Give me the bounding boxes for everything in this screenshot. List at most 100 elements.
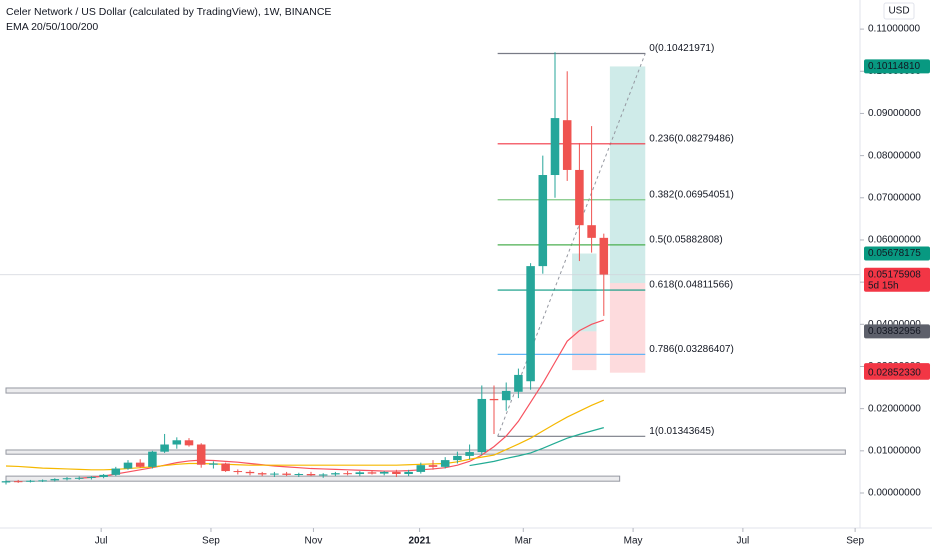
fib-label: 0.786(0.03286407)	[649, 344, 734, 355]
candle-body	[123, 462, 133, 469]
price-badge	[864, 324, 930, 339]
candle-body	[428, 465, 438, 467]
x-tick-label: Jul	[95, 536, 108, 547]
candle-body	[62, 478, 72, 480]
candle-body	[233, 471, 243, 473]
candle-body	[587, 225, 596, 238]
y-tick-label: 0.02000000	[868, 403, 921, 414]
candle-body	[501, 390, 511, 401]
zone	[5, 387, 846, 394]
candle-body	[367, 472, 377, 474]
candle-body	[550, 118, 560, 176]
position-profit	[609, 66, 646, 284]
candle-body	[465, 452, 474, 456]
candle-body	[1, 481, 11, 483]
candle-body	[245, 471, 255, 474]
price-badge-label: 0.05678175	[868, 248, 921, 259]
candle-body	[87, 476, 96, 478]
candle-body	[562, 120, 572, 170]
fib-label: 0.618(0.04811566)	[649, 280, 733, 291]
x-tick-label: Nov	[305, 536, 323, 547]
indicator-label: EMA 20/50/100/200	[6, 21, 98, 33]
y-tick-label: 0.06000000	[868, 235, 921, 246]
ema-line	[5, 399, 605, 471]
candle-body	[489, 398, 499, 401]
candle-body	[209, 463, 218, 465]
countdown-label: 5d 15h	[868, 280, 899, 291]
candle-body	[50, 479, 60, 481]
candle-body	[392, 471, 401, 475]
candle-body	[477, 398, 487, 453]
price-badge	[864, 59, 930, 74]
price-badge	[864, 246, 930, 261]
price-badge	[864, 267, 930, 292]
candle-body	[355, 472, 365, 475]
candle-body	[538, 175, 548, 267]
candle-body	[38, 480, 47, 482]
candle-body	[306, 474, 316, 476]
price-badge	[864, 365, 930, 380]
candle-body	[13, 481, 23, 483]
candle-body	[440, 460, 450, 467]
ema-line	[79, 319, 604, 479]
y-tick-label: 0.09000000	[868, 108, 921, 119]
position-profit	[572, 253, 597, 332]
candle-body	[331, 473, 340, 475]
y-tick-label: 0.00000000	[868, 488, 921, 499]
y-tick-label: 0.11000000	[868, 24, 921, 35]
candle-body	[318, 474, 328, 476]
candle-body	[74, 477, 84, 479]
candle-body	[379, 471, 389, 474]
x-tick-label: Mar	[515, 536, 533, 547]
candle-body	[172, 440, 182, 445]
chart-title: Celer Network / US Dollar (calculated by…	[6, 6, 331, 18]
candle-body	[160, 444, 169, 452]
price-badge-label: 0.10114810	[868, 61, 921, 72]
candle-body	[270, 473, 279, 475]
x-tick-label: Sep	[846, 536, 864, 547]
ema-line	[469, 427, 604, 467]
x-tick-label: 2021	[408, 536, 431, 547]
y-tick-label: 0.07000000	[868, 192, 921, 203]
candle-body	[135, 462, 145, 467]
position-loss	[572, 331, 597, 371]
candle-body	[294, 474, 304, 476]
candle-body	[404, 471, 413, 475]
candle-body	[26, 480, 35, 482]
candle-body	[196, 444, 206, 465]
price-badge-label: 0.03832956	[868, 326, 921, 337]
currency-box[interactable]	[883, 2, 915, 20]
x-tick-label: Jul	[736, 536, 749, 547]
fib-label: 0(0.10421971)	[649, 43, 714, 54]
y-tick-label: 0.01000000	[868, 445, 921, 456]
fib-label: 1(0.01343645)	[649, 426, 714, 437]
candle-body	[111, 468, 121, 475]
candle-body	[575, 169, 584, 226]
candle-body	[453, 455, 462, 461]
fib-label: 0.382(0.06954051)	[649, 189, 734, 200]
price-badge-label: 0.02852330	[868, 367, 921, 378]
price-badge-label: 0.05175908	[868, 269, 921, 280]
fib-label: 0.5(0.05882808)	[649, 235, 722, 246]
position-loss	[609, 283, 646, 373]
candle-body	[99, 474, 108, 477]
currency-label: USD	[888, 6, 909, 17]
zone	[5, 475, 621, 482]
candle-body	[526, 266, 535, 382]
zone	[5, 449, 846, 455]
candle-body	[282, 473, 291, 475]
candle-body	[343, 473, 352, 475]
candle-body	[514, 374, 523, 392]
candle-body	[221, 463, 230, 472]
candle-body	[184, 440, 194, 446]
candle-body	[257, 473, 267, 475]
fib-label: 0.236(0.08279486)	[649, 133, 734, 144]
x-tick-label: May	[624, 536, 643, 547]
x-tick-label: Sep	[202, 536, 220, 547]
candle-body	[148, 451, 157, 467]
y-tick-label: 0.08000000	[868, 150, 921, 161]
candle-body	[599, 237, 609, 275]
plot-area	[0, 52, 860, 485]
candle-body	[416, 465, 426, 472]
